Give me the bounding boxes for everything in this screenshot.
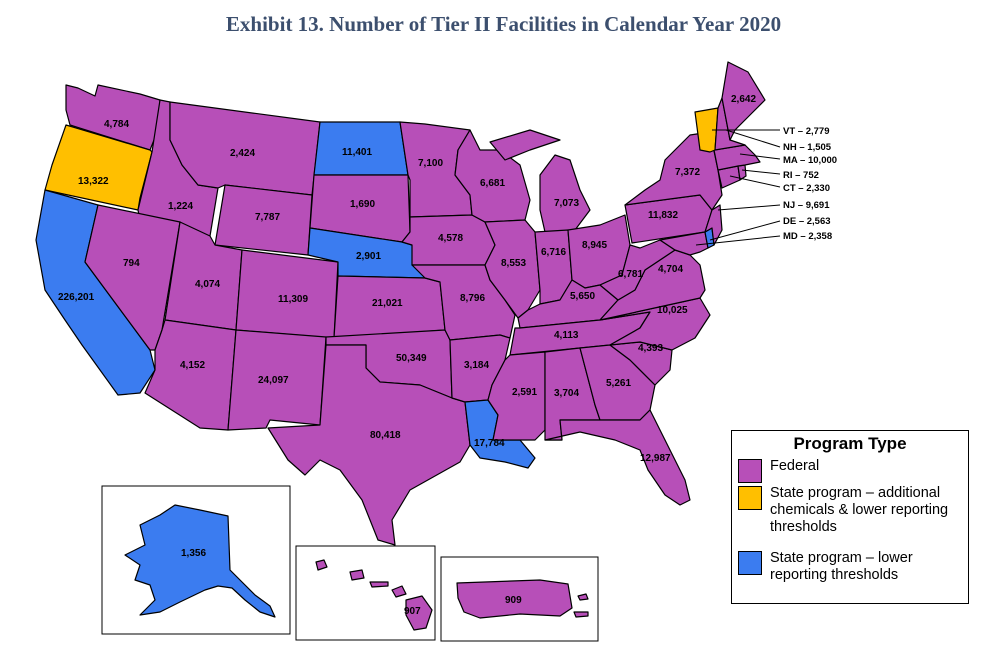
label-ne: 2,901	[356, 251, 381, 262]
legend-label-state-lower: State program – lower reporting threshol…	[770, 550, 913, 583]
leader-ct	[729, 175, 781, 188]
hi-kauai	[315, 559, 328, 571]
legend: Program Type Federal State program – add…	[731, 430, 969, 604]
state-tx[interactable]	[267, 344, 471, 546]
label-ks: 21,021	[372, 298, 403, 309]
callout-ri: RI – 752	[783, 170, 819, 181]
label-or: 13,322	[78, 176, 109, 187]
label-ar: 3,184	[464, 360, 489, 371]
label-az: 4,152	[180, 360, 205, 371]
legend-item-state-lower: State program – lower reporting threshol…	[738, 550, 966, 584]
label-mn: 7,100	[418, 158, 443, 169]
pr-culebra	[577, 593, 589, 601]
label-oh: 8,945	[582, 240, 607, 251]
leader-ri	[741, 169, 781, 175]
hi-maui	[391, 585, 407, 598]
hi-molokai	[369, 581, 389, 588]
label-al: 3,704	[554, 388, 579, 399]
label-fl: 12,987	[640, 453, 671, 464]
callout-vt: VT – 2,779	[783, 126, 829, 137]
callout-md: MD – 2,358	[783, 231, 832, 242]
label-ny: 7,372	[675, 167, 700, 178]
state-pr[interactable]	[456, 579, 573, 619]
label-ky: 5,650	[570, 291, 595, 302]
label-pr: 909	[505, 595, 522, 606]
label-ia: 4,578	[438, 233, 463, 244]
callout-nh: NH – 1,505	[783, 142, 832, 153]
legend-label-state-additional: State program – additional chemicals & l…	[770, 485, 949, 535]
label-sc: 4,393	[638, 343, 663, 354]
label-wy: 7,787	[255, 212, 280, 223]
state-nj[interactable]	[704, 204, 723, 246]
label-wv: 6,781	[618, 269, 643, 280]
legend-item-state-additional: State program – additional chemicals & l…	[738, 485, 966, 536]
label-nc: 10,025	[657, 305, 688, 316]
callout-nj: NJ – 9,691	[783, 200, 830, 211]
legend-swatch-state-additional	[738, 486, 762, 510]
hi-oahu	[349, 569, 365, 581]
state-ma[interactable]	[713, 144, 761, 171]
label-mt: 2,424	[230, 148, 255, 159]
label-in: 6,716	[541, 247, 566, 258]
legend-item-federal: Federal	[738, 458, 819, 483]
callout-de: DE – 2,563	[783, 216, 831, 227]
state-fl[interactable]	[544, 409, 691, 506]
label-mo: 8,796	[460, 293, 485, 304]
label-me: 2,642	[731, 94, 756, 105]
label-pa: 11,832	[648, 210, 678, 221]
state-ak[interactable]	[124, 504, 276, 618]
leader-md	[695, 235, 781, 246]
state-me[interactable]	[721, 61, 766, 141]
label-nm: 24,097	[258, 375, 289, 386]
label-tn: 4,113	[554, 330, 579, 341]
label-wa: 4,784	[104, 119, 129, 130]
map-title: Exhibit 13. Number of Tier II Facilities…	[225, 12, 782, 36]
legend-swatch-state-lower	[738, 551, 762, 575]
state-hi[interactable]	[315, 559, 433, 631]
state-nc[interactable]	[599, 297, 711, 351]
callout-ma: MA – 10,000	[783, 155, 837, 166]
state-nh[interactable]	[714, 97, 746, 151]
label-ut: 4,074	[195, 279, 220, 290]
label-la: 17,784	[474, 438, 505, 449]
legend-swatch-federal	[738, 459, 762, 483]
leader-nh	[725, 129, 781, 148]
callout-ct: CT – 2,330	[783, 183, 830, 194]
label-ak: 1,356	[181, 548, 206, 559]
label-ga: 5,261	[606, 378, 631, 389]
label-co: 11,309	[278, 294, 308, 305]
label-hi: 907	[404, 606, 421, 617]
label-ca: 226,201	[58, 292, 95, 303]
state-vt[interactable]	[694, 107, 719, 153]
label-ok: 50,349	[396, 353, 427, 364]
legend-title: Program Type	[793, 434, 907, 453]
legend-label-federal: Federal	[770, 458, 820, 474]
label-id: 1,224	[168, 201, 193, 212]
label-nd: 11,401	[342, 147, 372, 158]
state-wv[interactable]	[599, 239, 676, 301]
leader-nj	[717, 204, 781, 211]
leader-de	[709, 220, 781, 241]
pr-vieques	[573, 611, 589, 618]
label-mi: 7,073	[554, 198, 579, 209]
label-nv: 794	[123, 258, 140, 269]
label-il: 8,553	[501, 258, 526, 269]
label-sd: 1,690	[350, 199, 375, 210]
label-va: 4,704	[658, 264, 683, 275]
state-mi[interactable]	[489, 129, 591, 233]
label-wi: 6,681	[480, 178, 505, 189]
leader-ma	[739, 153, 781, 160]
label-ms: 2,591	[512, 387, 537, 398]
label-tx: 80,418	[370, 430, 401, 441]
hi-big-island	[405, 595, 433, 631]
